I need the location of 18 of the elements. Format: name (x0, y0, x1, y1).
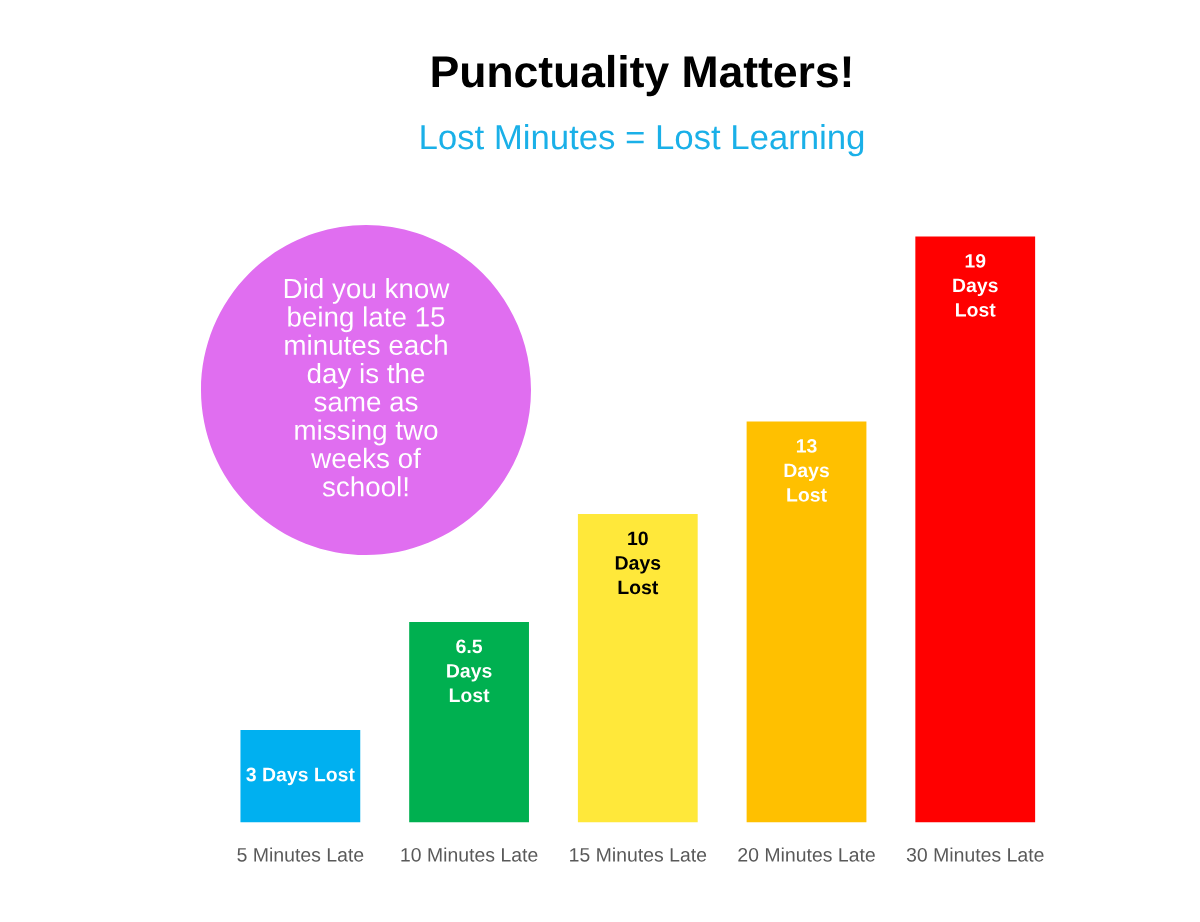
bar (577, 514, 698, 823)
x-tick-label: 5 Minutes Late (237, 847, 364, 862)
chart-title: Punctuality Matters! (432, 54, 851, 97)
bar (746, 421, 867, 823)
x-tick-label: 20 Minutes Late (738, 847, 875, 862)
data-label: 13 Days Lost (784, 439, 829, 502)
data-label: 6.5 Days Lost (447, 639, 492, 703)
bar (915, 236, 1036, 823)
data-label: 19 Days Lost (953, 254, 998, 317)
x-tick-label: 30 Minutes Late (906, 847, 1044, 862)
x-tick-label: 10 Minutes Late (401, 847, 538, 862)
x-tick-label: 15 Minutes Late (570, 847, 707, 862)
data-label: 3 Days Lost (246, 767, 355, 786)
annotation: Did you know being late 15 minutes each day is the same as missing two weeks of school! (284, 277, 450, 497)
chart-subtitle: Lost Minutes = Lost Learning (421, 123, 864, 157)
bar (409, 621, 529, 823)
data-label: 10 Days Lost (615, 531, 661, 595)
bar (240, 729, 361, 823)
